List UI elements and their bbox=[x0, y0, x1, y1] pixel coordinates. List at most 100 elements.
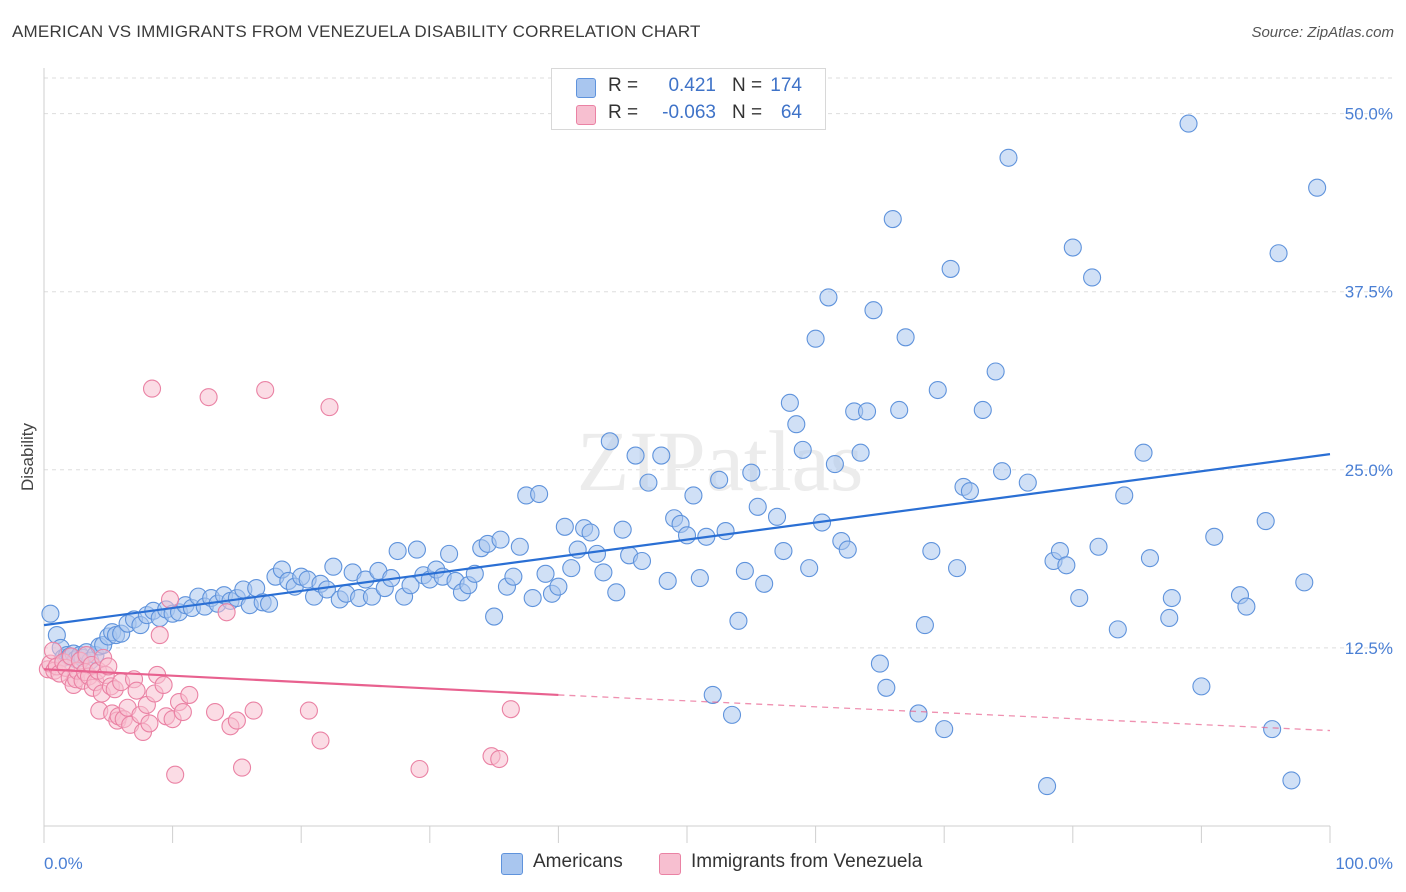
venezuela-point bbox=[205, 702, 225, 722]
americans-point bbox=[1192, 677, 1211, 696]
x-tick-label-max: 100.0% bbox=[1335, 854, 1393, 873]
americans-point bbox=[1256, 512, 1275, 531]
americans-point bbox=[1140, 549, 1160, 568]
venezuela-point bbox=[410, 759, 429, 779]
americans-point bbox=[883, 210, 902, 229]
americans-point bbox=[1083, 268, 1102, 287]
americans-point bbox=[510, 537, 529, 556]
r-label: R = bbox=[608, 102, 639, 123]
americans-point bbox=[993, 462, 1012, 481]
venezuela-point bbox=[99, 657, 118, 676]
y-tick-label: 25.0% bbox=[1345, 461, 1393, 480]
x-tick-label-min: 0.0% bbox=[44, 854, 83, 873]
americans-point bbox=[960, 482, 979, 501]
americans-point bbox=[41, 604, 60, 623]
americans-point bbox=[774, 541, 793, 561]
r-label: R = bbox=[608, 75, 639, 96]
venezuela-point bbox=[227, 711, 246, 730]
americans-point bbox=[1308, 178, 1327, 197]
americans-point bbox=[491, 530, 510, 549]
americans-point bbox=[1205, 527, 1224, 546]
americans-point bbox=[1070, 588, 1089, 608]
venezuela-point bbox=[173, 702, 192, 722]
stats-row-venezuela: R = -0.063 N = 64 bbox=[552, 101, 825, 127]
n-value: 174 bbox=[770, 75, 802, 96]
americans-point bbox=[1038, 777, 1057, 796]
n-label: N = bbox=[732, 75, 763, 96]
venezuela-point bbox=[256, 380, 275, 400]
americans-point bbox=[1089, 537, 1108, 556]
n-label: N = bbox=[732, 102, 763, 123]
stats-row-americans: R = 0.421 N = 174 bbox=[552, 74, 825, 100]
axes bbox=[43, 68, 1331, 843]
y-tick-label: 37.5% bbox=[1345, 283, 1393, 302]
americans-point bbox=[600, 432, 619, 451]
americans-point bbox=[1263, 720, 1282, 739]
americans-point bbox=[793, 440, 812, 459]
venezuela-point bbox=[320, 398, 339, 417]
americans-point bbox=[1134, 443, 1153, 462]
americans-point bbox=[800, 559, 819, 578]
americans-point bbox=[915, 616, 934, 635]
americans-point bbox=[729, 611, 748, 630]
americans-point bbox=[1295, 573, 1314, 592]
americans-point bbox=[613, 520, 632, 539]
venezuela-point bbox=[154, 675, 173, 694]
americans-point bbox=[324, 557, 343, 576]
venezuela-points bbox=[38, 379, 520, 784]
americans-point bbox=[703, 685, 722, 704]
americans-point bbox=[690, 569, 709, 588]
americans-point bbox=[999, 148, 1018, 167]
americans-point bbox=[440, 544, 459, 563]
venezuela-point bbox=[127, 681, 146, 700]
trend-line bbox=[43, 668, 559, 697]
venezuela-point bbox=[311, 731, 330, 750]
americans-point bbox=[1115, 486, 1134, 505]
americans-point bbox=[1057, 556, 1076, 575]
americans-point bbox=[504, 567, 523, 586]
venezuela-point bbox=[140, 714, 159, 733]
trend-line-extrapolated bbox=[558, 694, 1331, 732]
watermark: ZIPatlas bbox=[577, 413, 864, 509]
americans-point bbox=[896, 328, 915, 347]
source-label: Source: ZipAtlas.com bbox=[1251, 24, 1394, 41]
americans-point bbox=[562, 559, 581, 578]
americans-point bbox=[935, 720, 954, 739]
americans-point bbox=[607, 583, 626, 602]
venezuela-point bbox=[199, 388, 218, 407]
americans-point bbox=[523, 588, 542, 608]
americans-point bbox=[1108, 620, 1127, 639]
americans-point bbox=[928, 380, 947, 400]
americans-point bbox=[780, 393, 799, 412]
americans-point bbox=[1282, 771, 1301, 790]
venezuela-point bbox=[490, 749, 509, 769]
y-tick-label: 50.0% bbox=[1345, 105, 1393, 124]
americans-point bbox=[632, 551, 652, 571]
americans-point bbox=[838, 540, 857, 559]
venezuela-point bbox=[160, 590, 180, 609]
americans-point bbox=[922, 541, 941, 561]
americans-point bbox=[594, 563, 613, 582]
americans-point bbox=[388, 541, 407, 561]
americans-point bbox=[465, 564, 484, 583]
americans-legend-swatch bbox=[501, 853, 523, 875]
americans-swatch bbox=[576, 78, 596, 98]
venezuela-point bbox=[217, 603, 236, 622]
americans-point bbox=[1018, 473, 1037, 492]
venezuela-swatch bbox=[576, 105, 596, 125]
americans-point bbox=[890, 400, 909, 420]
americans-point bbox=[1162, 588, 1181, 608]
americans-point bbox=[626, 446, 645, 465]
americans-point bbox=[787, 415, 806, 434]
trend-lines bbox=[43, 453, 1331, 732]
americans-point bbox=[639, 473, 658, 492]
americans-point bbox=[485, 607, 504, 626]
americans-point bbox=[973, 400, 992, 420]
n-value: 64 bbox=[780, 102, 802, 123]
americans-point bbox=[864, 301, 883, 320]
americans-point bbox=[909, 704, 928, 723]
venezuela-point bbox=[299, 701, 318, 720]
r-value: 0.421 bbox=[668, 75, 716, 96]
americans-point bbox=[710, 470, 729, 489]
americans-point bbox=[259, 594, 279, 613]
